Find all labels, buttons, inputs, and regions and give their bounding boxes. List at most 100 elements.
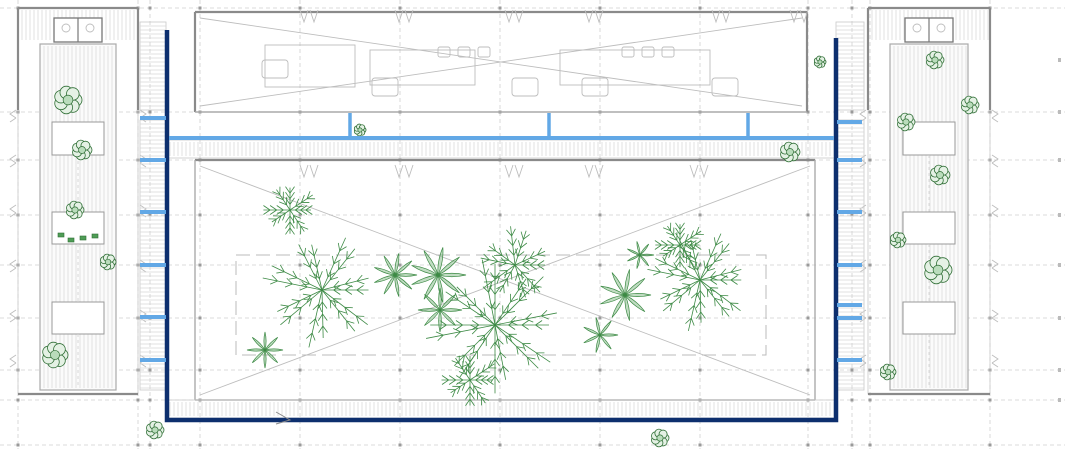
plant-icon bbox=[374, 253, 418, 297]
tree-twig bbox=[527, 357, 536, 360]
tree-twig bbox=[516, 346, 525, 349]
plant-icon bbox=[897, 112, 916, 132]
tree-twig bbox=[333, 286, 342, 291]
tree-icon bbox=[262, 237, 369, 348]
tree-twig bbox=[456, 379, 464, 385]
tree-twig bbox=[663, 227, 671, 232]
tree-twig bbox=[332, 255, 335, 264]
column-marker bbox=[298, 368, 302, 372]
tree-twig bbox=[326, 268, 329, 278]
plant-icon bbox=[246, 331, 284, 369]
tree-twig bbox=[703, 260, 706, 269]
tree-twig bbox=[527, 278, 530, 287]
shrub-core bbox=[151, 426, 159, 434]
plant-icon bbox=[924, 255, 953, 285]
shrub-core bbox=[932, 264, 944, 276]
tree-twig bbox=[710, 279, 718, 285]
tree-twig bbox=[662, 292, 671, 295]
column-marker bbox=[398, 316, 402, 320]
tree-twig bbox=[486, 379, 494, 385]
tree-twig bbox=[719, 295, 724, 304]
plant-icon bbox=[961, 95, 980, 115]
palm-leaf bbox=[411, 274, 439, 285]
tree-twig bbox=[664, 253, 668, 261]
grid-tick bbox=[1058, 368, 1061, 372]
tree-twig bbox=[692, 242, 697, 250]
table-icon bbox=[559, 49, 711, 86]
tree-twig bbox=[482, 286, 489, 293]
tree-twig bbox=[682, 283, 691, 286]
tree-branch bbox=[687, 279, 701, 332]
tree-twig bbox=[333, 280, 340, 288]
tree-twig bbox=[533, 285, 536, 294]
tree-twig bbox=[515, 248, 519, 257]
tree-twig bbox=[306, 332, 313, 339]
void-cross bbox=[199, 17, 803, 107]
column-marker bbox=[298, 213, 302, 217]
tree-branch bbox=[308, 289, 323, 348]
grid-tick bbox=[1058, 213, 1061, 217]
tree-twig bbox=[285, 197, 291, 205]
tree-twig bbox=[514, 272, 519, 281]
palm-leaf bbox=[439, 308, 463, 312]
tree-twig bbox=[516, 346, 519, 355]
tree-twig bbox=[263, 205, 271, 211]
tree-twig bbox=[721, 244, 723, 253]
tree-twig bbox=[441, 375, 449, 381]
tree-twig bbox=[276, 205, 284, 211]
door-swing-icon bbox=[991, 354, 999, 368]
tree-twig bbox=[530, 280, 534, 289]
shrub-core bbox=[894, 236, 902, 244]
tree-twig bbox=[456, 386, 461, 394]
tree-twig bbox=[521, 324, 529, 330]
tree-twig bbox=[306, 191, 311, 199]
tree-twig bbox=[684, 241, 686, 250]
tree-twig bbox=[465, 355, 471, 363]
tree-twig bbox=[679, 255, 685, 263]
tree-twig bbox=[289, 221, 295, 229]
tree-twig bbox=[298, 307, 302, 316]
tree-twig bbox=[673, 262, 679, 270]
tree-twig bbox=[322, 325, 328, 333]
tree-twig bbox=[691, 264, 698, 271]
sink-icon bbox=[936, 23, 946, 33]
palm-leaf bbox=[383, 274, 396, 295]
tree-twig bbox=[666, 240, 675, 246]
tree-twig bbox=[522, 288, 530, 295]
tree-twig bbox=[680, 274, 689, 277]
tree-twig bbox=[490, 272, 496, 280]
tree-twig bbox=[721, 307, 730, 311]
tree-twig bbox=[467, 304, 476, 307]
tree-twig bbox=[700, 311, 706, 319]
tree-twig bbox=[503, 271, 512, 276]
tree-twig bbox=[529, 264, 537, 270]
tree-twig bbox=[451, 360, 460, 364]
palm-leaf bbox=[437, 272, 467, 278]
tree-icon bbox=[654, 222, 704, 269]
tree-twig bbox=[355, 315, 360, 324]
shrub-core bbox=[656, 434, 664, 442]
column-marker bbox=[868, 110, 872, 114]
tree-twig bbox=[318, 304, 323, 312]
tree-twig bbox=[522, 343, 526, 352]
tree-twig bbox=[684, 244, 692, 250]
tree-twig bbox=[696, 292, 701, 301]
tree-twig bbox=[313, 272, 320, 279]
column-marker bbox=[398, 368, 402, 372]
column-marker bbox=[198, 6, 202, 10]
plant-icon bbox=[780, 141, 801, 163]
palm-leaf bbox=[264, 336, 279, 351]
column-marker bbox=[498, 6, 502, 10]
tree-twig bbox=[487, 360, 492, 369]
tree-twig bbox=[306, 295, 312, 303]
tree-twig bbox=[510, 271, 513, 280]
column-marker bbox=[398, 263, 402, 267]
tree-twig bbox=[518, 286, 526, 291]
void-cross bbox=[199, 165, 811, 396]
tree-twig bbox=[508, 249, 515, 256]
tree-twig bbox=[483, 307, 486, 316]
tree-twig bbox=[286, 277, 293, 285]
palm-leaf bbox=[383, 255, 396, 276]
tree-twig bbox=[685, 317, 692, 324]
